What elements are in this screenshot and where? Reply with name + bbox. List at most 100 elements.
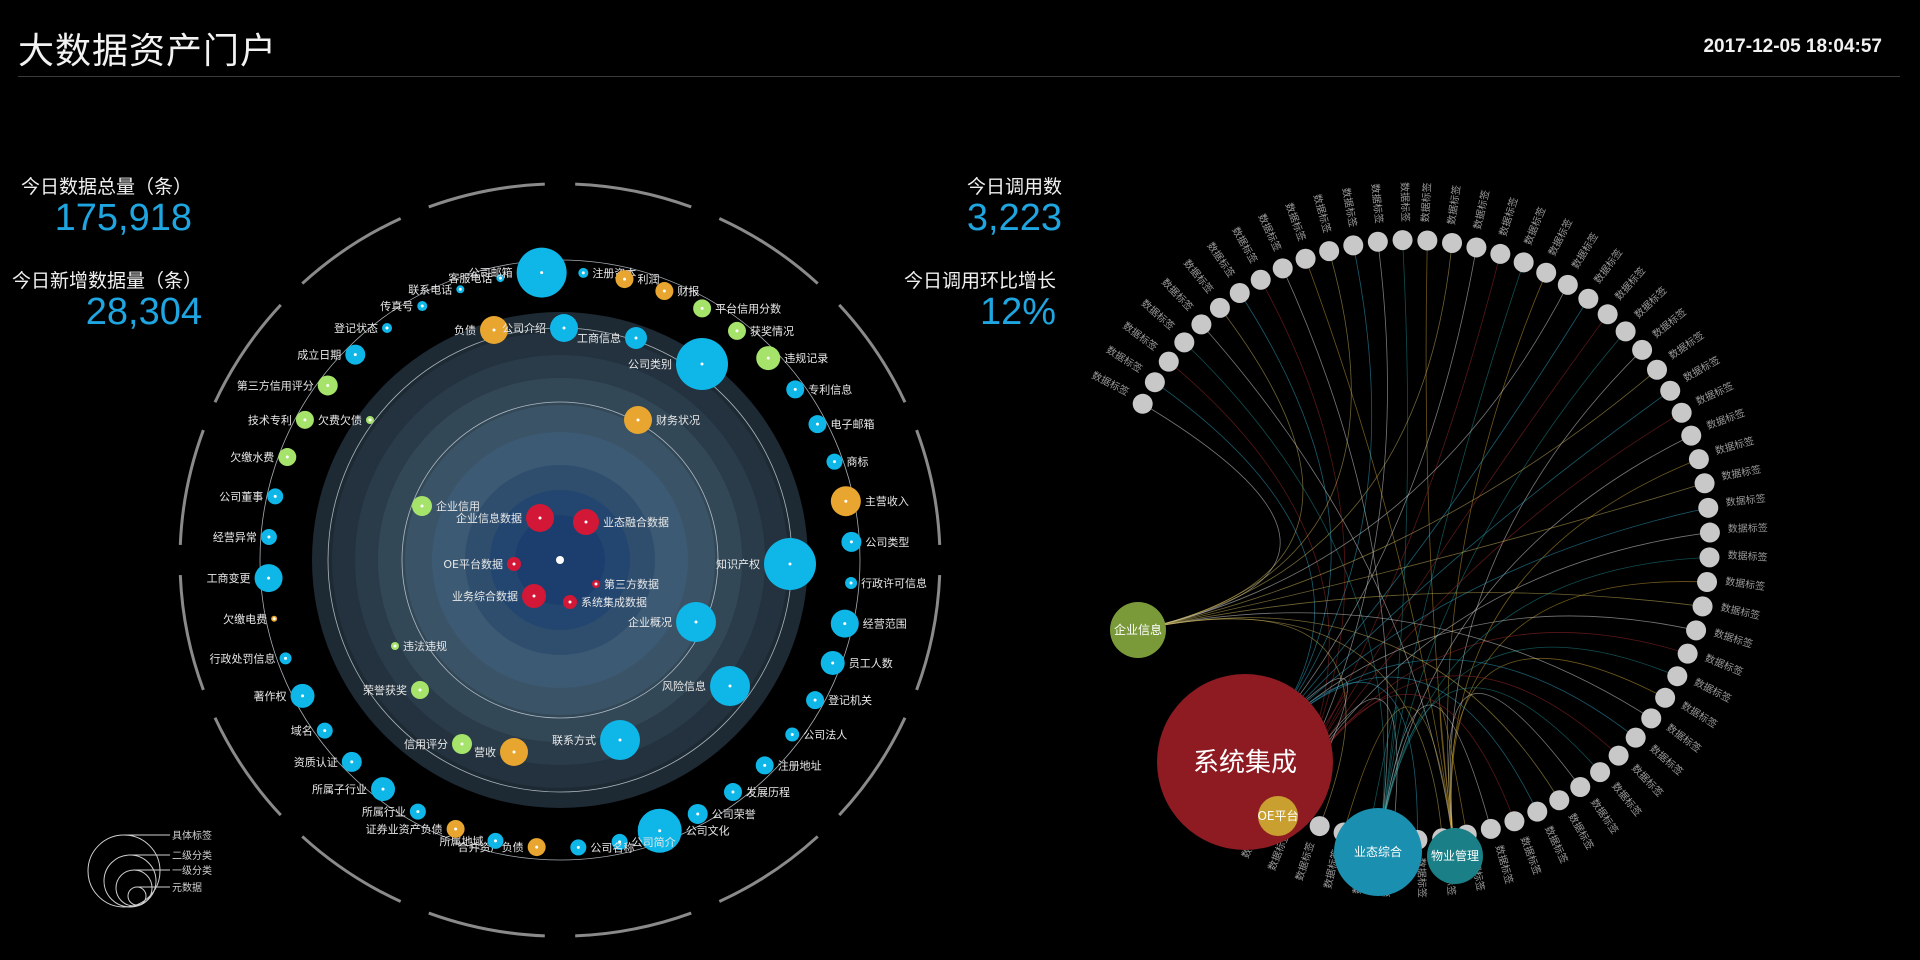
tag-node[interactable]: 公司简介 [611,833,676,850]
ring-tag-node[interactable] [1229,282,1250,303]
tag-node[interactable]: 发展历程 [723,783,790,802]
ring-tag-node[interactable] [1570,777,1591,798]
tag-node[interactable]: 所属地域 [439,832,504,849]
tag-node[interactable]: 欠缴水费 [230,448,297,467]
category-node[interactable]: 工商信息 [577,327,647,349]
tag-node[interactable]: 第三方信用评分 [237,375,338,396]
ring-tag-node[interactable] [1697,572,1718,593]
core-node[interactable]: 系统集成数据 [563,595,647,609]
ring-tag-node[interactable] [1309,816,1330,837]
ring-tag-node[interactable] [1686,620,1707,641]
ring-tag-node[interactable] [1417,230,1438,251]
category-node[interactable]: 荣誉获奖 [363,681,429,699]
category-node[interactable]: 公司类别 [628,338,728,390]
tag-node[interactable]: 公司名称 [570,839,634,856]
tag-node[interactable]: 联系电话 [408,283,465,296]
ring-tag-node[interactable] [1319,241,1340,262]
tag-node[interactable]: 所属行业 [362,803,426,820]
ring-tag-node[interactable] [1615,321,1636,342]
tag-node[interactable]: 财报 [655,282,699,301]
ring-tag-node[interactable] [1536,262,1557,283]
tag-node[interactable]: 域名 [291,722,333,739]
tag-node[interactable]: 传真号 [380,299,428,313]
ring-tag-node[interactable] [1209,297,1230,318]
hub-bubble[interactable] [1334,808,1422,896]
core-node[interactable]: 企业信息数据 [456,504,554,532]
tag-node[interactable]: 经营异常 [213,528,277,545]
ring-tag-node[interactable] [1272,258,1293,279]
tag-node[interactable]: 行政处罚信息 [210,651,292,665]
tag-node[interactable]: 登记状态 [334,321,393,335]
ring-tag-node[interactable] [1392,230,1413,251]
tag-node[interactable]: 电子邮箱 [808,415,874,434]
tag-node[interactable]: 主营收入 [830,486,909,517]
tag-node[interactable]: 公司文化 [637,808,730,853]
tag-node[interactable]: 成立日期 [297,344,366,365]
ring-tag-node[interactable] [1625,727,1646,748]
hub-bubble[interactable] [1110,602,1166,658]
tag-node[interactable]: 公司荣誉 [687,803,756,824]
ring-tag-node[interactable] [1480,818,1501,839]
tag-node[interactable]: 公司邮箱 [469,247,567,298]
ring-tag-node[interactable] [1250,269,1271,290]
core-node[interactable]: OE平台数据 [443,557,521,571]
ring-tag-node[interactable] [1698,497,1719,518]
ring-tag-node[interactable] [1692,596,1713,617]
ring-tag-node[interactable] [1677,643,1698,664]
core-node[interactable]: 业务综合数据 [452,584,546,608]
tag-node[interactable]: 客服电话 [448,271,505,285]
core-node[interactable]: 第三方数据 [592,577,659,591]
tag-node[interactable]: 员工人数 [820,650,893,675]
ring-tag-node[interactable] [1158,351,1179,372]
ring-tag-node[interactable] [1191,314,1212,335]
tag-node[interactable]: 行政许可信息 [845,576,927,590]
category-node[interactable]: 风险信息 [662,666,750,706]
tag-node[interactable]: 所属子行业 [312,777,396,802]
ring-tag-node[interactable] [1597,304,1618,325]
category-node[interactable]: 财务状况 [624,406,700,434]
category-node[interactable]: 企业信用 [412,496,480,516]
ring-tag-node[interactable] [1578,288,1599,309]
ring-tag-node[interactable] [1632,339,1653,360]
tag-node[interactable]: 公司董事 [219,488,284,505]
ring-tag-node[interactable] [1557,274,1578,295]
tag-node[interactable]: 违规记录 [756,346,828,371]
ring-tag-node[interactable] [1504,811,1525,832]
tag-node[interactable]: 技术专利 [248,410,314,429]
ring-tag-node[interactable] [1295,248,1316,269]
ring-tag-node[interactable] [1590,762,1611,783]
ring-tag-node[interactable] [1549,790,1570,811]
ring-tag-node[interactable] [1641,708,1662,729]
category-node[interactable]: 欠费欠债 [318,413,374,427]
tag-node[interactable]: 利润 [615,270,660,289]
ring-tag-node[interactable] [1655,687,1676,708]
hub-bubble[interactable] [1258,796,1298,836]
ring-tag-node[interactable] [1667,666,1688,687]
ring-tag-node[interactable] [1699,547,1720,568]
ring-tag-node[interactable] [1681,425,1702,446]
category-node[interactable]: 负债 [454,316,508,344]
ring-tag-node[interactable] [1660,380,1681,401]
ring-tag-node[interactable] [1513,252,1534,273]
category-node[interactable]: 信用评分 [404,734,472,754]
category-node[interactable]: 企业概况 [628,602,716,642]
category-node[interactable]: 知识产权 [716,538,816,590]
ring-tag-node[interactable] [1608,745,1629,766]
core-node[interactable]: 业态融合数据 [573,509,669,535]
tag-node[interactable]: 获奖情况 [727,321,794,340]
ring-tag-node[interactable] [1367,231,1388,252]
tag-node[interactable]: 著作权 [254,683,315,708]
ring-tag-node[interactable] [1466,237,1487,258]
tag-node[interactable]: 证券业资产负债 [366,819,465,838]
tag-node[interactable]: 经营范围 [830,609,907,638]
ring-tag-node[interactable] [1527,801,1548,822]
ring-tag-node[interactable] [1694,473,1715,494]
ring-tag-node[interactable] [1647,359,1668,380]
category-node[interactable]: 营收 [474,738,528,766]
hub-bubble[interactable] [1427,828,1483,884]
tag-node[interactable]: 资质认证 [294,751,362,772]
ring-tag-node[interactable] [1671,402,1692,423]
tag-node[interactable]: 欠缴电费 [223,612,278,626]
